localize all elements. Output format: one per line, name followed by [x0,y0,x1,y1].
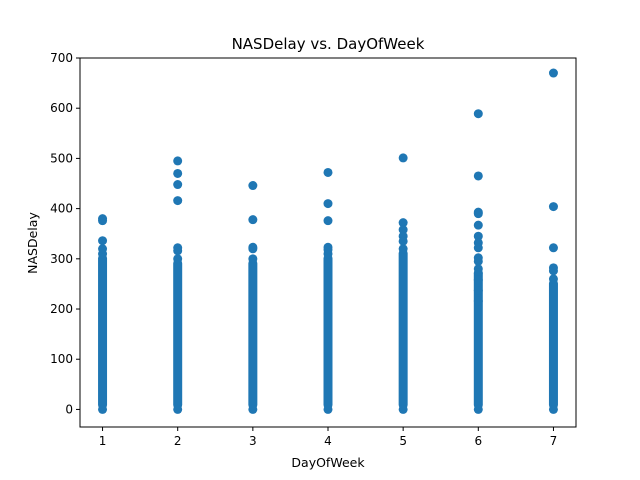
data-point [398,225,408,235]
data-point [98,404,108,414]
dense-points-day-7 [548,278,558,410]
data-point [248,244,258,254]
data-point [248,215,258,225]
y-axis: 0 100 200 300 400 500 600 700 [50,51,80,416]
data-point [323,245,333,255]
chart-title: NASDelay vs. DayOfWeek [232,35,425,53]
y-tick-label: 200 [50,302,73,316]
x-tick-label: 2 [174,434,182,448]
data-point [323,216,333,226]
data-point [473,296,483,306]
y-tick-label: 600 [50,101,73,115]
data-point [173,196,183,206]
data-point [398,153,408,163]
plot-frame [79,57,577,428]
data-point [173,254,183,264]
dense-points-day-5 [398,248,408,410]
data-point [473,275,483,285]
data-point [173,246,183,256]
data-point [398,244,408,254]
data-point [473,243,483,253]
y-axis-label: NASDelay [25,212,40,274]
data-point [248,254,258,264]
data-point [98,236,108,246]
data-point [248,181,258,191]
data-point [323,404,333,414]
data-point [398,218,408,228]
data-point [473,256,483,266]
data-point [473,109,483,119]
data-point [548,404,558,414]
data-point [98,244,108,254]
data-point [548,266,558,276]
x-tick-label: 5 [399,434,407,448]
x-axis-label: DayOfWeek [291,455,365,470]
data-point [473,404,483,414]
data-point [548,243,558,253]
data-point [173,404,183,414]
dense-points-day-1 [98,253,108,410]
x-tick-label: 7 [550,434,558,448]
data-point [473,220,483,230]
data-point [323,199,333,209]
data-point [173,180,183,190]
data-point [548,68,558,78]
y-tick-label: 700 [50,51,73,65]
data-point [548,202,558,212]
data-point [398,236,408,246]
dense-points-day-2 [173,258,183,410]
data-point [473,285,483,295]
y-tick-label: 100 [50,352,73,366]
y-tick-label: 0 [65,402,73,416]
dense-points-day-3 [248,258,258,410]
y-tick-label: 400 [50,202,73,216]
data-point [473,231,483,241]
data-point [473,209,483,219]
data-point [173,156,183,166]
data-point [98,216,108,226]
x-tick-label: 1 [99,434,107,448]
dense-points-day-4 [323,253,333,410]
data-point [323,167,333,177]
data-point [248,404,258,414]
data-point [173,168,183,178]
data-point [473,171,483,181]
x-tick-label: 4 [324,434,332,448]
x-axis: 1 2 3 4 5 6 7 [99,427,558,448]
plot-area [98,68,558,414]
x-tick-label: 6 [474,434,482,448]
data-point [473,268,483,278]
data-point [548,274,558,284]
y-tick-label: 500 [50,151,73,165]
y-tick-label: 300 [50,252,73,266]
x-tick-label: 3 [249,434,257,448]
data-point [398,404,408,414]
